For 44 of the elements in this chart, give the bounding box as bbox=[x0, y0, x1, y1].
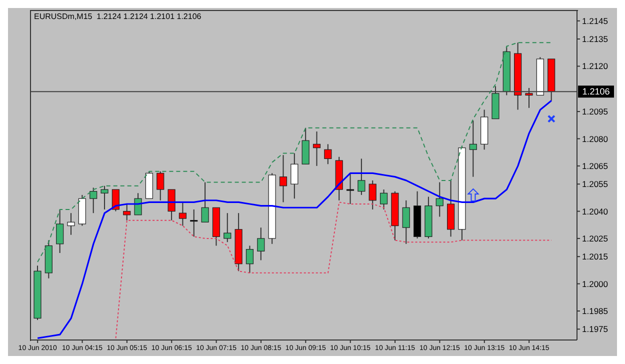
candlestick bbox=[525, 87, 533, 108]
candlestick bbox=[100, 185, 108, 210]
candlestick bbox=[246, 245, 254, 274]
candlestick bbox=[123, 204, 131, 221]
y-tick-label: 1.1975 bbox=[582, 324, 608, 334]
y-tick-label: 1.2135 bbox=[582, 34, 608, 44]
candlestick bbox=[436, 182, 444, 218]
candlestick bbox=[358, 158, 366, 196]
candlestick bbox=[469, 120, 477, 178]
chart-title: EURUSDm,M15 1.2124 1.2124 1.2101 1.2106 bbox=[34, 12, 202, 21]
candlestick bbox=[324, 144, 332, 165]
candlestick bbox=[257, 227, 265, 261]
candlestick bbox=[67, 212, 75, 236]
candlestick bbox=[90, 187, 98, 214]
y-tick-label: 1.2025 bbox=[582, 233, 608, 244]
y-tick-label: 1.2080 bbox=[582, 134, 608, 144]
candlestick bbox=[290, 152, 298, 200]
candlestick bbox=[168, 189, 176, 221]
candlestick bbox=[156, 170, 164, 201]
y-tick-label: 1.2120 bbox=[582, 61, 608, 72]
y-tick-label: 1.2000 bbox=[582, 278, 608, 289]
candlestick bbox=[224, 212, 232, 243]
candlestick bbox=[178, 202, 187, 226]
y-tick-label: 1.2145 bbox=[582, 16, 608, 26]
y-tick-label: 1.2065 bbox=[582, 160, 608, 171]
line-series bbox=[37, 42, 552, 263]
y-tick-label: 1.2040 bbox=[582, 206, 608, 216]
candlestick bbox=[402, 200, 410, 244]
candlestick bbox=[368, 180, 376, 210]
line-series bbox=[36, 100, 552, 339]
y-tick-label: 1.1985 bbox=[582, 306, 608, 316]
candlestick bbox=[346, 172, 354, 205]
y-tick-label: 1.2095 bbox=[582, 106, 608, 117]
candlestick bbox=[380, 189, 388, 210]
candlestick bbox=[56, 208, 64, 254]
candlestick bbox=[190, 208, 198, 238]
line-series bbox=[115, 202, 552, 339]
y-tick-label: 1.2015 bbox=[582, 252, 608, 262]
candlestick bbox=[201, 182, 209, 223]
candlestick bbox=[302, 127, 310, 165]
y-tick-label: 1.2055 bbox=[582, 179, 608, 190]
ref-line-label: 1.2106 bbox=[582, 86, 610, 97]
candlestick bbox=[312, 130, 321, 166]
candlestick bbox=[279, 154, 288, 203]
